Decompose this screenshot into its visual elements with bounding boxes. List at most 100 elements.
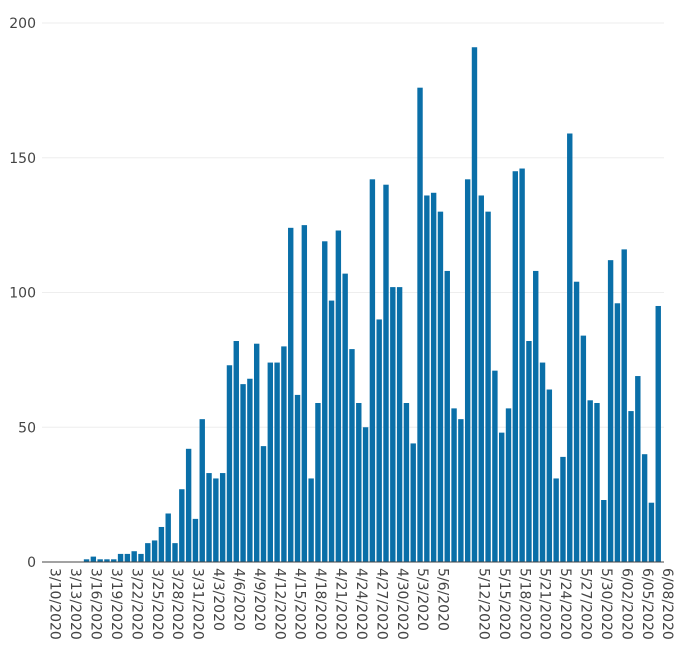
bar — [533, 270, 539, 562]
bar — [335, 230, 342, 562]
bar — [131, 551, 137, 562]
x-tick-label: 6/02/2020 — [618, 568, 634, 640]
x-tick-label: 4/12/2020 — [271, 568, 287, 640]
x-tick-label: 4/30/2020 — [394, 568, 410, 640]
x-tick-label: 4/6/2020 — [230, 568, 246, 631]
bar — [567, 133, 573, 562]
x-tick-label: 4/3/2020 — [210, 568, 226, 631]
bar — [124, 553, 131, 562]
bar — [322, 241, 328, 563]
bar — [301, 225, 308, 563]
bar — [464, 179, 471, 562]
bar — [247, 378, 253, 562]
bar — [655, 305, 661, 562]
bar — [145, 543, 151, 562]
bar — [342, 273, 348, 562]
bar — [97, 559, 103, 562]
y-tick-label: 200 — [9, 16, 36, 32]
bar — [444, 270, 450, 562]
bar — [383, 184, 389, 562]
bar — [281, 346, 287, 562]
bar — [111, 559, 117, 562]
x-tick-label: 5/12/2020 — [475, 568, 491, 640]
bar — [226, 365, 233, 562]
x-tick-label: 3/28/2020 — [169, 568, 185, 640]
y-axis-ticks: 0 50 100 150 200 — [9, 16, 36, 571]
bar — [430, 192, 437, 562]
bar — [328, 300, 335, 562]
x-tick-label: 3/16/2020 — [88, 568, 104, 640]
x-tick-label: 3/10/2020 — [47, 568, 63, 640]
x-tick-label: 3/31/2020 — [190, 568, 206, 640]
bar — [240, 384, 246, 562]
bar — [315, 403, 321, 562]
bar — [179, 489, 185, 562]
bar — [308, 478, 314, 562]
x-tick-label: 4/24/2020 — [353, 568, 369, 640]
bar — [614, 303, 621, 562]
x-tick-label: 3/25/2020 — [149, 568, 165, 640]
bar — [288, 227, 294, 562]
bar — [172, 543, 178, 562]
bar — [158, 526, 165, 562]
bar — [253, 343, 260, 562]
bar — [451, 408, 457, 562]
bar — [199, 419, 205, 562]
x-tick-label: 3/22/2020 — [128, 568, 144, 640]
bar — [138, 553, 144, 562]
bar — [233, 341, 239, 562]
bar — [260, 446, 267, 562]
bar — [185, 448, 192, 562]
bar — [505, 408, 512, 562]
bar — [294, 394, 301, 562]
x-tick-label: 4/27/2020 — [373, 568, 389, 640]
bar — [458, 419, 464, 562]
x-tick-label: 5/3/2020 — [414, 568, 430, 631]
bar — [539, 362, 546, 562]
bar — [553, 478, 559, 562]
bar — [526, 341, 532, 562]
bar — [396, 287, 403, 562]
x-tick-label: 5/24/2020 — [557, 568, 573, 640]
x-axis-ticks: 3/10/2020 3/13/2020 3/16/2020 3/19/2020 3/22… — [47, 568, 676, 640]
bar — [573, 281, 580, 562]
bar — [362, 427, 369, 562]
bar — [151, 540, 158, 562]
bar — [213, 478, 219, 562]
bar — [478, 195, 484, 563]
x-tick-label: 3/13/2020 — [67, 568, 83, 640]
bar — [519, 168, 525, 562]
bar — [369, 179, 376, 562]
bar — [219, 473, 226, 562]
x-tick-label: 5/6/2020 — [435, 568, 451, 631]
x-tick-label: 6/05/2020 — [639, 568, 655, 640]
x-tick-label: 4/9/2020 — [251, 568, 267, 631]
bar — [437, 211, 444, 562]
bar — [607, 260, 614, 562]
x-tick-label: 5/30/2020 — [598, 568, 614, 640]
x-tick-label: 5/18/2020 — [516, 568, 532, 640]
bar — [635, 376, 641, 562]
y-tick-label: 150 — [9, 151, 36, 167]
bar — [410, 443, 416, 562]
y-tick-label: 50 — [18, 420, 36, 436]
bar — [512, 171, 519, 563]
bar — [117, 553, 124, 562]
bar — [356, 403, 362, 562]
bar — [621, 249, 627, 562]
bar — [104, 559, 110, 562]
bar — [390, 287, 396, 562]
bar — [628, 411, 634, 562]
bar — [403, 403, 410, 562]
bar — [587, 400, 593, 562]
x-tick-label: 5/15/2020 — [496, 568, 512, 640]
bar — [594, 403, 600, 562]
bar — [560, 456, 566, 562]
bar — [90, 556, 97, 562]
bar — [641, 454, 648, 562]
x-tick-label: 5/27/2020 — [578, 568, 594, 640]
bar — [601, 500, 607, 562]
bar — [424, 195, 430, 563]
bar — [376, 319, 382, 562]
